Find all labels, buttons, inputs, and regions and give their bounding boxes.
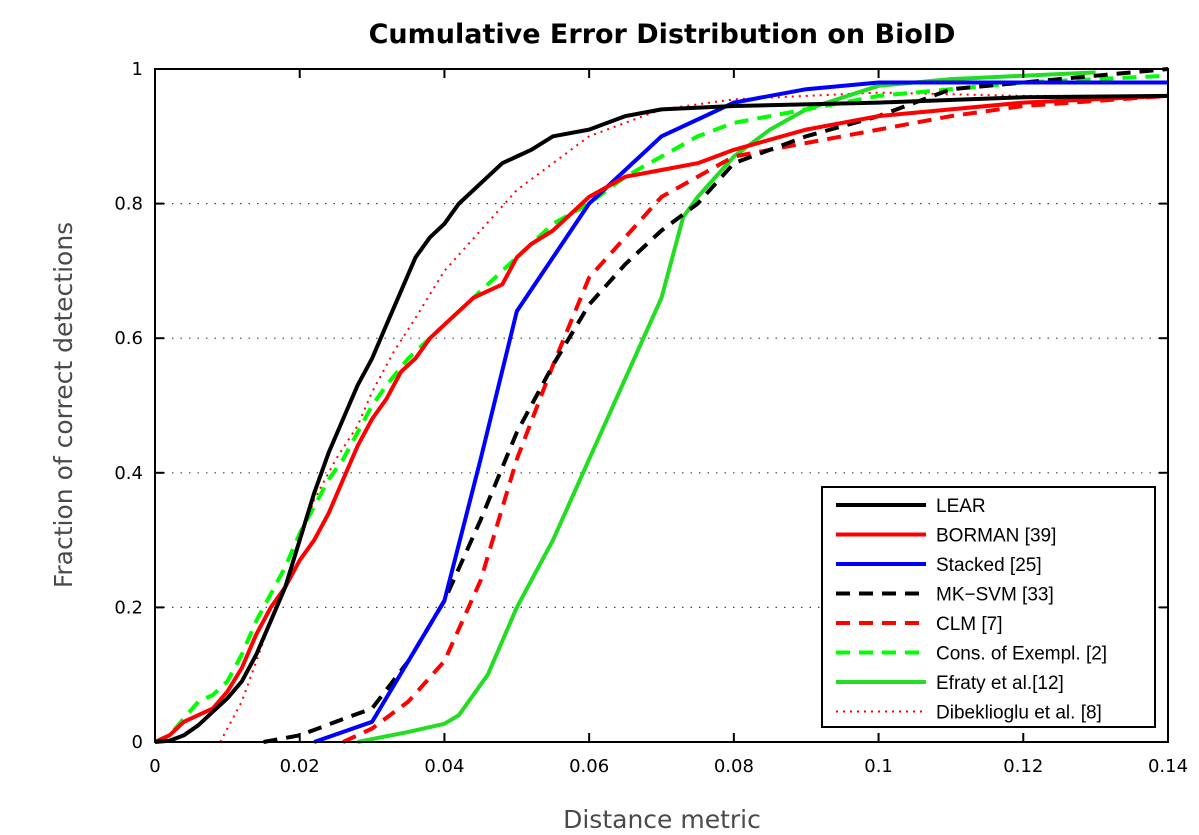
legend-label: CLM [7] — [936, 614, 1003, 635]
x-tick-label: 0.06 — [569, 756, 609, 777]
legend-label: MK−SVM [33] — [936, 585, 1054, 606]
plot-frame — [154, 68, 1169, 743]
legend-label: LEAR — [936, 496, 986, 517]
y-axis-label: Fraction of correct detections — [49, 222, 78, 588]
x-tick-label: 0.02 — [280, 756, 320, 777]
x-tick-label: 0.1 — [864, 756, 893, 777]
series-line — [342, 93, 1169, 744]
y-tick-label: 0.4 — [114, 463, 143, 484]
legend-label: Cons. of Exempl. [2] — [936, 644, 1107, 665]
chart-title: Cumulative Error Distribution on BioID — [369, 19, 956, 50]
series-line — [154, 73, 1169, 744]
legend-label: Efraty et al.[12] — [936, 673, 1064, 694]
y-axis-ticks: 0 0.2 0.4 0.6 0.8 1 — [114, 59, 1168, 753]
x-tick-label: 0.08 — [714, 756, 754, 777]
legend-label: BORMAN [39] — [936, 526, 1056, 547]
y-tick-label: 1 — [132, 59, 143, 80]
x-tick-label: 0.14 — [1148, 756, 1188, 777]
legend-box — [821, 486, 1156, 728]
y-tick-label: 0.2 — [114, 597, 143, 618]
x-tick-label: 0.12 — [1003, 756, 1043, 777]
series-line — [357, 70, 1096, 744]
series-line — [154, 93, 1169, 744]
series-line — [313, 80, 1168, 744]
y-tick-label: 0 — [132, 732, 143, 753]
legend-label: Stacked [25] — [936, 555, 1042, 576]
x-axis-label: Distance metric — [563, 805, 761, 834]
legend: LEAR BORMAN [39] Stacked [25] MK−SVM [33] CL… — [821, 486, 1156, 728]
x-tick-label: 0 — [149, 756, 160, 777]
y-tick-label: 0.8 — [114, 194, 143, 215]
x-tick-label: 0.04 — [424, 756, 464, 777]
series-line — [154, 93, 1169, 744]
series-lines — [154, 67, 1169, 744]
y-tick-label: 0.6 — [114, 328, 143, 349]
legend-label: Dibeklioglu et al. [8] — [936, 703, 1102, 724]
series-line — [263, 67, 1169, 744]
x-axis-ticks: 0 0.02 0.04 0.06 0.08 0.1 0.12 0.14 — [149, 69, 1188, 777]
